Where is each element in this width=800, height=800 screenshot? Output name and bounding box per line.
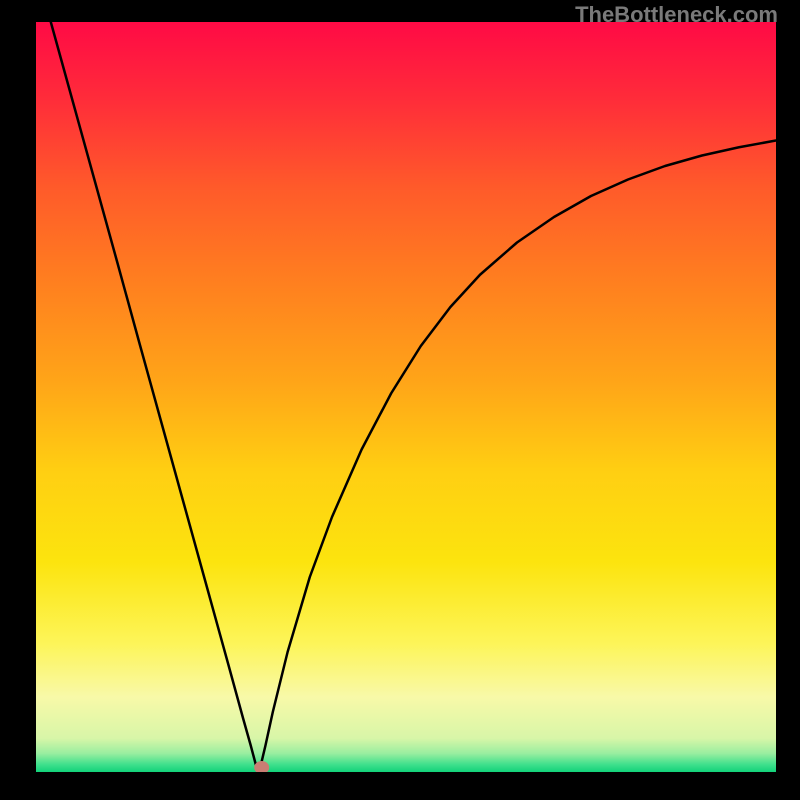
watermark-text: TheBottleneck.com: [575, 2, 778, 28]
chart-frame: TheBottleneck.com: [0, 0, 800, 800]
bottleneck-curve: [36, 22, 776, 772]
operating-point-marker: [255, 762, 269, 773]
plot-area: [36, 22, 776, 772]
